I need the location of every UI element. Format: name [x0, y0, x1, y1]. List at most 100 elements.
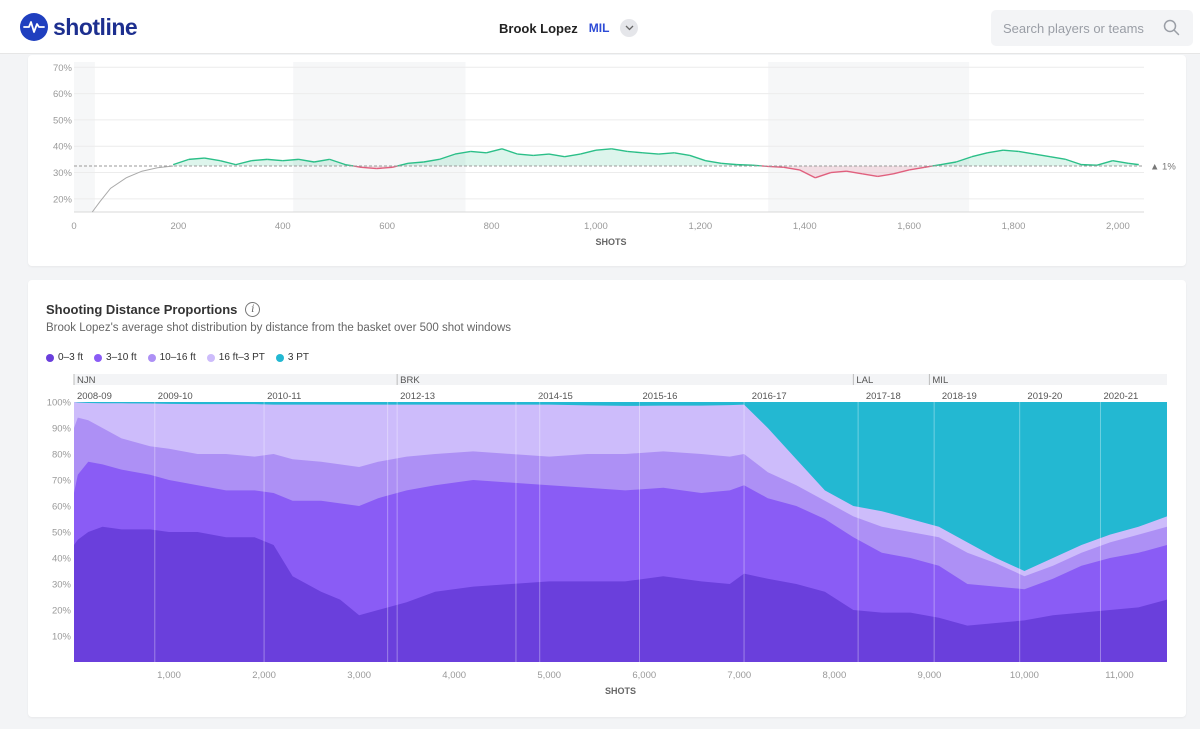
- card-title: Shooting Distance Proportions i: [46, 302, 261, 317]
- x-tick-label: 1,200: [688, 221, 712, 232]
- player-name: Brook Lopez: [499, 20, 578, 36]
- x-tick-label: 1,000: [157, 670, 181, 681]
- x-tick-label: 1,600: [897, 221, 921, 232]
- team-label: BRK: [400, 375, 420, 386]
- x-tick-label: 8,000: [822, 670, 846, 681]
- y-tick-label: 30%: [52, 580, 72, 591]
- chevron-down-icon[interactable]: [620, 19, 639, 37]
- fg-line-segment: [1081, 163, 1098, 166]
- fill-segment: [674, 152, 690, 166]
- fg-line-segment: [932, 163, 941, 167]
- rolling-fg-card: 20% 30% 40% 50% 60% 70% 0 200 400 600 800 1,000 1,20…: [28, 55, 1186, 266]
- x-tick-label: 2,000: [1106, 221, 1130, 232]
- fg-line-segment: [219, 160, 236, 166]
- fg-line-segment: [1112, 159, 1129, 165]
- y-tick-label: 90%: [52, 424, 72, 435]
- legend-item[interactable]: 0–3 ft: [46, 352, 83, 363]
- fg-line-segment: [1018, 150, 1035, 155]
- fg-line-segment: [580, 149, 597, 155]
- y-tick-label: 20%: [53, 194, 73, 205]
- x-axis-title: SHOTS: [595, 237, 626, 247]
- fill-segment: [423, 159, 440, 166]
- fill-segment: [627, 151, 643, 166]
- legend-swatch: [94, 353, 103, 362]
- season-label: 2010-11: [267, 391, 301, 402]
- season-band: [293, 62, 466, 212]
- pulse-logo-icon: [20, 13, 48, 41]
- fg-line-segment: [893, 169, 910, 175]
- fill-segment: [1018, 151, 1035, 166]
- season-label: 2017-18: [866, 391, 901, 402]
- y-tick-label: 100%: [47, 398, 72, 409]
- search-icon[interactable]: [1163, 19, 1180, 41]
- season-label: 2008-09: [77, 391, 112, 402]
- fill-segment: [611, 148, 628, 166]
- distance-area-chart: NJN BRK LAL MIL 2008-09 2009-10 2010-11 2012-13…: [47, 374, 1167, 696]
- fg-line-segment: [689, 154, 706, 162]
- y-tick-label: 40%: [52, 554, 72, 565]
- fg-line-segment: [548, 153, 565, 158]
- fill-segment: [298, 159, 315, 166]
- x-tick-label: 10,000: [1010, 670, 1039, 681]
- team-label: LAL: [856, 375, 873, 386]
- fg-line-segment: [564, 153, 581, 158]
- legend-swatch: [206, 353, 215, 362]
- fill-segment: [564, 154, 581, 166]
- legend-swatch: [275, 353, 284, 362]
- y-tick-label: 50%: [53, 115, 73, 126]
- player-selector[interactable]: Brook Lopez MIL: [499, 19, 639, 37]
- logo[interactable]: shotline: [20, 13, 138, 41]
- fg-line-segment: [235, 160, 252, 166]
- distance-chart-title: Shooting Distance Proportions: [46, 302, 238, 317]
- fg-line-segment: [658, 152, 675, 155]
- fill-segment: [455, 151, 471, 166]
- x-tick-label: 200: [170, 221, 186, 232]
- y-tick-label: 10%: [52, 632, 72, 643]
- fg-line-segment: [642, 152, 659, 155]
- fg-line-segment: [940, 161, 957, 166]
- legend-label: 0–3 ft: [58, 352, 84, 363]
- fg-line-segment: [439, 153, 456, 161]
- search-input[interactable]: [991, 10, 1193, 46]
- x-axis-title: SHOTS: [605, 686, 636, 696]
- fill-segment: [1003, 150, 1019, 166]
- fg-line-segment: [376, 166, 393, 170]
- legend-item[interactable]: 16 ft–3 PT: [206, 352, 265, 363]
- fill-segment: [1034, 154, 1051, 166]
- legend-item[interactable]: 3 PT: [275, 352, 310, 363]
- x-tick-label: 0: [71, 221, 76, 232]
- info-icon[interactable]: i: [245, 302, 261, 317]
- x-tick-label: 800: [484, 221, 500, 232]
- fg-line-segment: [846, 170, 863, 175]
- fg-line-segment: [517, 153, 534, 157]
- legend-item[interactable]: 3–10 ft: [94, 352, 137, 363]
- average-marker: ▲ 1%: [1150, 161, 1176, 172]
- x-tick-label: 600: [379, 221, 395, 232]
- fill-segment: [893, 165, 910, 174]
- season-label: 2012-13: [400, 391, 435, 402]
- x-tick-label: 11,000: [1105, 670, 1133, 681]
- fg-line-segment: [736, 163, 753, 166]
- fg-line-segment: [267, 158, 283, 162]
- fill-segment: [188, 158, 205, 166]
- y-tick-label: 80%: [52, 450, 72, 461]
- fill-segment: [548, 154, 565, 166]
- fg-line-segment: [298, 158, 315, 163]
- fg-line-segment: [1049, 156, 1066, 161]
- y-tick-label: 70%: [52, 476, 72, 487]
- fill-segment: [987, 150, 1004, 166]
- fg-line-segment: [627, 150, 643, 154]
- legend-label: 3 PT: [287, 352, 310, 363]
- fg-line-segment: [611, 148, 628, 153]
- fill-segment: [642, 152, 659, 166]
- fg-line-segment: [361, 166, 377, 170]
- fg-line-segment: [1034, 153, 1051, 158]
- player-team: MIL: [588, 21, 610, 35]
- y-tick-label: 30%: [53, 168, 73, 179]
- fg-line-segment: [454, 150, 471, 155]
- legend-item[interactable]: 10–16 ft: [147, 352, 196, 363]
- fg-line-segment: [1065, 158, 1082, 166]
- legend-swatch: [147, 353, 156, 362]
- x-tick-label: 1,400: [793, 221, 817, 232]
- fg-line-segment: [1096, 160, 1113, 166]
